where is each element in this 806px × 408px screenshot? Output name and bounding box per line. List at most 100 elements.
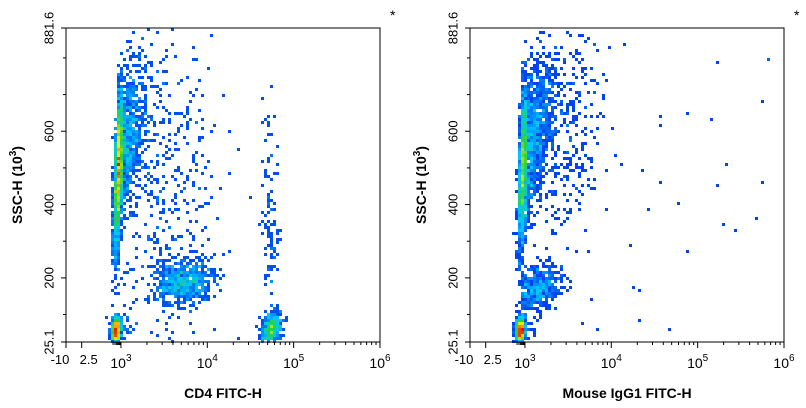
event-bin	[162, 202, 165, 205]
event-bin	[270, 313, 273, 316]
event-bin	[560, 274, 563, 277]
event-bin	[207, 202, 210, 205]
event-bin	[566, 175, 569, 178]
event-bin	[171, 304, 174, 307]
event-bin	[551, 262, 554, 265]
event-bin	[117, 172, 120, 175]
event-bin	[135, 232, 138, 235]
event-bin	[117, 121, 120, 124]
event-bin	[554, 286, 557, 289]
event-bin	[264, 253, 267, 256]
event-bin	[542, 283, 545, 286]
event-bin	[264, 175, 267, 178]
event-bin	[536, 310, 539, 313]
event-bin	[189, 244, 192, 247]
event-bin	[135, 202, 138, 205]
event-bin	[716, 61, 719, 64]
event-bin	[524, 238, 527, 241]
event-bin	[186, 292, 189, 295]
event-bin	[120, 178, 123, 181]
event-bin	[192, 94, 195, 97]
event-bin	[279, 238, 282, 241]
event-bin	[156, 199, 159, 202]
event-bin	[518, 259, 521, 262]
event-bin	[168, 292, 171, 295]
event-bin	[138, 76, 141, 79]
event-bin	[530, 115, 533, 118]
event-bin	[515, 178, 518, 181]
event-bin	[264, 118, 267, 121]
event-bin	[123, 154, 126, 157]
event-bin	[204, 289, 207, 292]
event-bin	[267, 229, 270, 232]
event-bin	[123, 151, 126, 154]
event-bin	[189, 289, 192, 292]
event-bin	[536, 58, 539, 61]
event-bin	[533, 121, 536, 124]
event-bin	[114, 196, 117, 199]
event-bin	[264, 322, 267, 325]
event-bin	[198, 271, 201, 274]
event-bin	[557, 91, 560, 94]
event-bin	[542, 151, 545, 154]
event-bin	[192, 304, 195, 307]
event-bin	[147, 235, 150, 238]
event-bin	[117, 127, 120, 130]
event-bin	[165, 265, 168, 268]
event-bin	[138, 55, 141, 58]
event-bin	[554, 94, 557, 97]
event-bin	[521, 76, 524, 79]
event-bin	[123, 196, 126, 199]
event-bin	[120, 229, 123, 232]
event-bin	[108, 328, 111, 331]
event-bin	[168, 121, 171, 124]
event-bin	[578, 166, 581, 169]
y-tick-label: 400	[445, 194, 460, 216]
event-bin	[545, 298, 548, 301]
event-bin	[539, 199, 542, 202]
event-bin	[123, 163, 126, 166]
event-bin	[518, 133, 521, 136]
event-bin	[686, 250, 689, 253]
event-bin	[524, 202, 527, 205]
event-bin	[147, 238, 150, 241]
event-bin	[123, 118, 126, 121]
event-bin	[524, 331, 527, 334]
event-bin	[132, 163, 135, 166]
event-bin	[177, 127, 180, 130]
event-bin	[165, 271, 168, 274]
event-bin	[114, 145, 117, 148]
event-bin	[192, 301, 195, 304]
event-bin	[177, 130, 180, 133]
event-bin	[135, 298, 138, 301]
event-bin	[539, 316, 542, 319]
event-bin	[527, 193, 530, 196]
event-bin	[554, 211, 557, 214]
event-bin	[168, 271, 171, 274]
event-bin	[147, 295, 150, 298]
event-bin	[117, 190, 120, 193]
event-bin	[135, 142, 138, 145]
event-bin	[120, 133, 123, 136]
event-bin	[539, 205, 542, 208]
event-bin	[114, 262, 117, 265]
event-bin	[162, 106, 165, 109]
event-bin	[117, 220, 120, 223]
event-bin	[147, 121, 150, 124]
event-bin	[168, 259, 171, 262]
event-bin	[554, 76, 557, 79]
event-bin	[150, 76, 153, 79]
event-bin	[261, 232, 264, 235]
event-bin	[575, 124, 578, 127]
event-bin	[261, 325, 264, 328]
event-bin	[156, 106, 159, 109]
event-bin	[512, 325, 515, 328]
event-bin	[144, 298, 147, 301]
event-bin	[138, 139, 141, 142]
event-bin	[554, 172, 557, 175]
event-bin	[138, 106, 141, 109]
event-bin	[539, 91, 542, 94]
event-bin	[527, 151, 530, 154]
event-bin	[581, 145, 584, 148]
event-bin	[533, 277, 536, 280]
